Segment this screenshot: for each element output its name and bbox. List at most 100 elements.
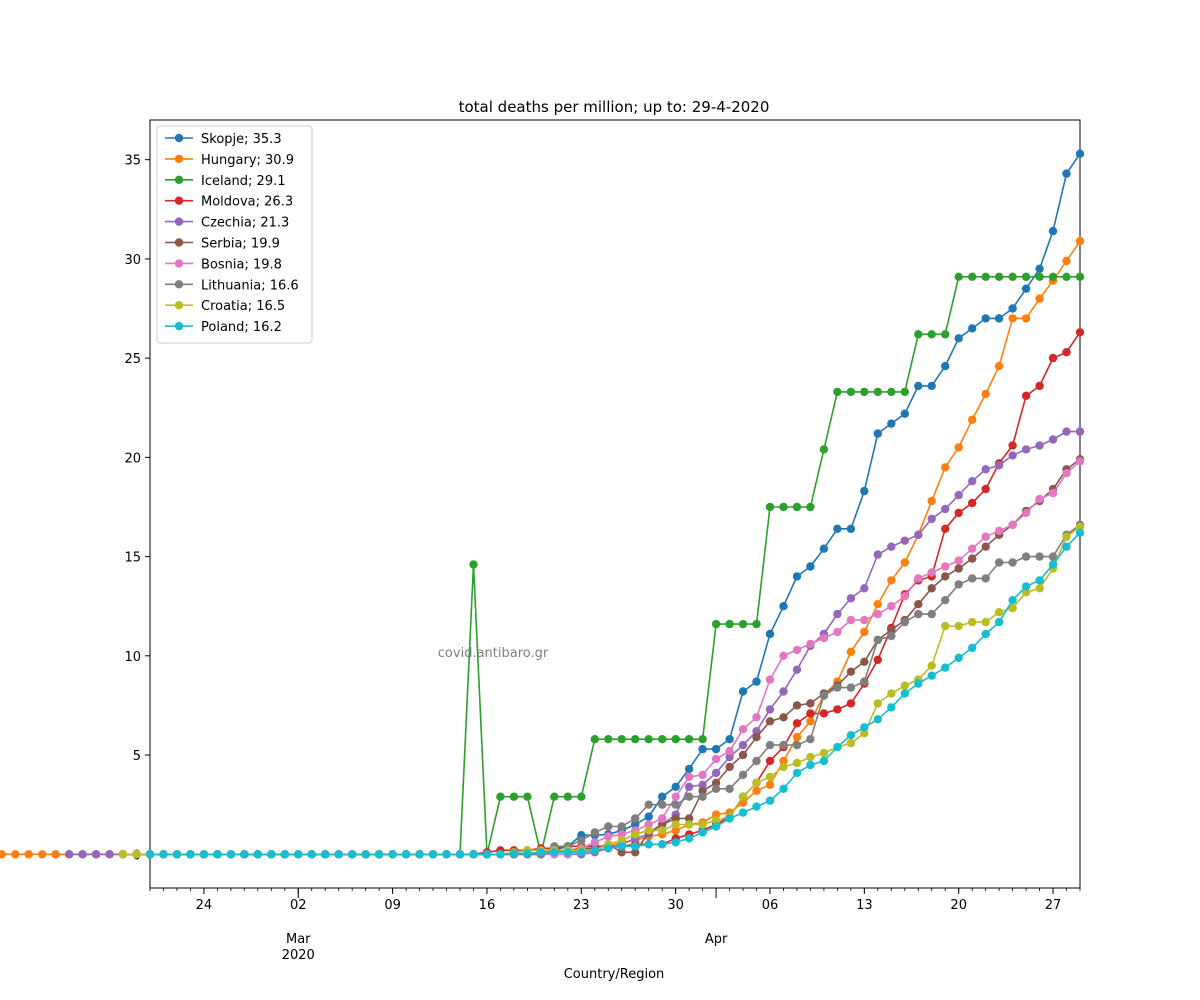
series-line bbox=[123, 331, 1081, 856]
data-point bbox=[684, 814, 694, 823]
data-point bbox=[725, 784, 734, 793]
data-point bbox=[658, 735, 667, 744]
data-point bbox=[711, 784, 721, 793]
x-tick-label: 13 bbox=[856, 898, 873, 913]
data-point bbox=[698, 744, 707, 754]
data-point bbox=[38, 850, 47, 859]
data-point bbox=[833, 627, 842, 637]
data-point bbox=[617, 822, 626, 831]
data-point bbox=[361, 850, 370, 859]
data-point bbox=[873, 715, 882, 724]
data-point bbox=[725, 752, 734, 762]
data-point bbox=[833, 683, 842, 692]
data-point bbox=[873, 655, 882, 664]
data-point bbox=[132, 850, 141, 859]
data-point bbox=[1048, 353, 1058, 363]
data-point bbox=[738, 687, 748, 696]
data-point bbox=[738, 725, 748, 734]
data-point bbox=[658, 792, 667, 801]
legend-marker bbox=[174, 175, 184, 184]
data-point bbox=[644, 812, 653, 821]
legend-entry: Czechia; 21.3 bbox=[165, 216, 289, 231]
legend-entry: Iceland; 29.1 bbox=[165, 174, 286, 189]
data-point bbox=[725, 746, 734, 756]
data-point bbox=[994, 461, 1004, 470]
data-point bbox=[604, 844, 613, 853]
data-point bbox=[186, 850, 195, 859]
data-point bbox=[1062, 469, 1071, 478]
data-point bbox=[941, 572, 950, 581]
data-point bbox=[1075, 528, 1085, 537]
series-layer bbox=[0, 149, 1085, 859]
data-point bbox=[846, 699, 856, 708]
data-point bbox=[496, 850, 505, 859]
data-point bbox=[954, 653, 963, 662]
data-point bbox=[941, 562, 950, 571]
data-point bbox=[846, 738, 856, 748]
data-point bbox=[819, 756, 829, 766]
data-point bbox=[1048, 226, 1058, 236]
data-point bbox=[981, 629, 990, 639]
data-point bbox=[954, 334, 963, 343]
legend-label: Skopje; 35.3 bbox=[201, 132, 282, 147]
data-point bbox=[64, 850, 74, 859]
data-point bbox=[954, 621, 963, 631]
legend-marker bbox=[174, 259, 184, 268]
data-point bbox=[550, 848, 559, 857]
data-point bbox=[563, 848, 572, 857]
data-point bbox=[914, 574, 923, 583]
data-point bbox=[1075, 457, 1085, 466]
data-point bbox=[105, 850, 114, 859]
data-point bbox=[765, 772, 775, 782]
data-point bbox=[914, 530, 923, 539]
data-point bbox=[684, 792, 694, 801]
data-point bbox=[860, 723, 869, 732]
data-point bbox=[658, 800, 667, 809]
data-point bbox=[1008, 520, 1017, 529]
y-tick-label: 15 bbox=[124, 551, 141, 566]
data-point bbox=[1075, 328, 1085, 337]
data-point bbox=[1021, 445, 1031, 454]
legend-entry: Skopje; 35.3 bbox=[165, 132, 282, 147]
data-point bbox=[698, 828, 707, 837]
data-point bbox=[577, 848, 586, 857]
data-point bbox=[900, 592, 909, 601]
data-point bbox=[1021, 588, 1031, 597]
data-point bbox=[536, 848, 546, 857]
data-point bbox=[954, 580, 963, 589]
data-point bbox=[711, 754, 721, 764]
data-point bbox=[738, 619, 748, 629]
legend-label: Poland; 16.2 bbox=[201, 320, 282, 335]
data-point bbox=[927, 381, 936, 391]
data-point bbox=[819, 748, 829, 758]
data-point bbox=[994, 314, 1004, 323]
data-point bbox=[1035, 294, 1044, 303]
data-point bbox=[1048, 435, 1058, 444]
data-point bbox=[1075, 272, 1085, 281]
data-point bbox=[765, 740, 775, 750]
x-tick-label: 20 bbox=[950, 898, 967, 913]
data-point bbox=[846, 647, 856, 656]
data-point bbox=[900, 689, 909, 698]
data-point bbox=[1075, 522, 1085, 531]
data-point bbox=[455, 850, 465, 859]
data-point bbox=[711, 619, 721, 629]
legend-label: Hungary; 30.9 bbox=[201, 153, 294, 168]
data-point bbox=[833, 609, 842, 619]
data-point bbox=[981, 314, 990, 323]
data-point bbox=[806, 717, 815, 726]
data-point bbox=[914, 609, 923, 619]
data-point bbox=[644, 820, 653, 829]
y-tick-label: 5 bbox=[133, 749, 141, 764]
data-point bbox=[711, 816, 721, 825]
legend-marker bbox=[174, 217, 184, 226]
data-point bbox=[968, 324, 977, 333]
data-point bbox=[887, 625, 896, 635]
data-point bbox=[684, 772, 694, 782]
data-point bbox=[752, 733, 761, 742]
data-point bbox=[900, 387, 909, 397]
data-point bbox=[860, 486, 869, 496]
data-point bbox=[846, 594, 856, 603]
data-point bbox=[671, 800, 680, 809]
data-point bbox=[590, 828, 599, 837]
